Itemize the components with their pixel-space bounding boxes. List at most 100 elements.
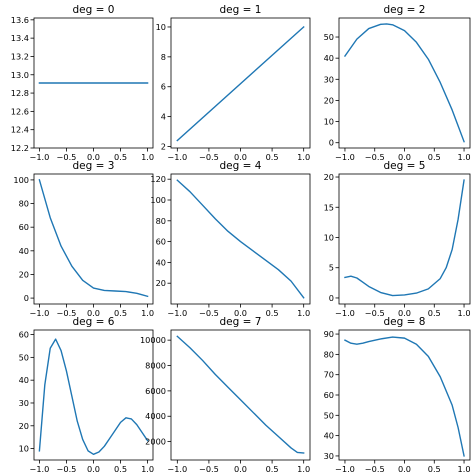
x-tick-label: 0.0 [234, 308, 247, 318]
y-tick: 60 [19, 330, 34, 340]
x-tick: −0.5 [365, 304, 385, 318]
x-tick-label: −0.5 [365, 308, 385, 318]
x-tick-label: 0.0 [87, 464, 100, 474]
y-tick-label: 40 [156, 257, 166, 267]
y-tick: 40 [324, 431, 339, 441]
series-line [176, 335, 305, 454]
x-tick: 0.5 [428, 304, 441, 318]
x-tick: 0.0 [398, 148, 411, 162]
series-line [176, 179, 305, 299]
x-tick-label: 0.0 [398, 464, 411, 474]
x-tick-label: 1.0 [141, 152, 154, 162]
x-tick: 0.5 [266, 460, 279, 474]
axes-frame [338, 173, 471, 305]
y-tick-label: 20 [19, 269, 29, 279]
y-tick: 20 [156, 278, 171, 288]
y-tick-label: 0 [329, 293, 334, 303]
x-tick: 0.0 [87, 148, 100, 162]
y-tick-label: 4 [161, 112, 166, 122]
y-tick: 13.0 [11, 70, 34, 80]
y-tick: 0 [329, 138, 339, 148]
x-tick: 1.0 [458, 304, 471, 318]
x-tick: −1.0 [335, 304, 355, 318]
x-tick: −1.0 [335, 148, 355, 162]
x-tick-label: 0.0 [87, 308, 100, 318]
x-tick-label: 0.5 [266, 152, 279, 162]
y-tick: 70 [324, 370, 339, 380]
y-tick-label: 40 [19, 375, 29, 385]
y-tick-label: 90 [324, 329, 334, 339]
x-tick-label: 0.5 [428, 308, 441, 318]
x-tick: −0.5 [365, 460, 385, 474]
y-tick-label: 60 [324, 390, 334, 400]
y-tick-label: 12.4 [11, 125, 29, 135]
x-tick: −1.0 [167, 304, 187, 318]
x-tick: 0.0 [87, 304, 100, 318]
y-tick-label: 2000 [145, 437, 166, 447]
y-tick-label: 60 [19, 222, 29, 232]
y-tick: 100 [13, 175, 34, 185]
x-tick-label: −1.0 [29, 464, 49, 474]
y-tick: 2000 [145, 437, 171, 447]
y-tick-label: 12.6 [11, 106, 29, 116]
x-tick-label: −1.0 [29, 308, 49, 318]
y-tick: 4000 [145, 411, 171, 421]
subplot-title: deg = 0 [73, 4, 115, 16]
x-tick-label: 1.0 [297, 464, 310, 474]
x-tick-label: 0.0 [234, 464, 247, 474]
y-tick: 30 [324, 74, 339, 84]
x-tick: −1.0 [167, 460, 187, 474]
x-tick-label: −0.5 [365, 152, 385, 162]
subplot-title: deg = 6 [73, 316, 115, 328]
series-line [344, 336, 465, 457]
x-tick: −0.5 [57, 460, 76, 474]
y-tick-label: 20 [19, 421, 29, 431]
y-tick-label: 10 [156, 22, 166, 32]
x-tick: −1.0 [167, 148, 187, 162]
x-tick-label: 0.0 [398, 152, 411, 162]
y-tick: 0 [329, 293, 339, 303]
x-tick: 1.0 [297, 460, 310, 474]
x-tick-label: −1.0 [335, 152, 355, 162]
axes-frame [33, 329, 154, 461]
x-tick: 0.0 [398, 304, 411, 318]
y-tick-label: 60 [19, 330, 29, 340]
y-tick-label: 20 [324, 172, 334, 182]
y-tick: 50 [324, 410, 339, 420]
x-tick: 1.0 [297, 304, 310, 318]
y-tick: 10 [19, 444, 34, 454]
x-tick: 0.5 [428, 148, 441, 162]
axes-frame [33, 173, 154, 305]
y-tick-label: 80 [156, 216, 166, 226]
x-tick-label: 1.0 [458, 152, 471, 162]
x-tick: 0.0 [234, 148, 247, 162]
x-tick-label: 0.5 [428, 464, 441, 474]
y-tick-label: 13.0 [11, 70, 29, 80]
x-tick: −0.5 [365, 148, 385, 162]
y-tick-label: 0 [24, 293, 29, 303]
y-tick-label: 20 [324, 95, 334, 105]
series-line [344, 179, 465, 297]
y-tick: 80 [156, 216, 171, 226]
y-tick: 6 [161, 82, 171, 92]
y-tick-label: 10 [19, 444, 29, 454]
y-tick: 120 [150, 174, 171, 184]
y-tick: 6000 [145, 386, 171, 396]
subplot-1: deg = 1 −1.0 −0.5 0.0 0.5 1.0 2 4 6 8 10 [156, 4, 311, 162]
y-tick: 50 [324, 32, 339, 42]
x-tick-label: 1.0 [458, 308, 471, 318]
x-tick-label: 1.0 [458, 464, 471, 474]
x-tick-label: 1.0 [141, 464, 154, 474]
y-tick-label: 100 [150, 195, 166, 205]
subplot-2: deg = 2 −1.0 −0.5 0.0 0.5 1.0 0 10 20 30 40 50 [324, 4, 471, 162]
x-tick-label: 0.5 [266, 464, 279, 474]
x-tick: −1.0 [335, 460, 355, 474]
y-tick: 13.4 [11, 33, 34, 43]
x-tick-label: 0.0 [234, 152, 247, 162]
x-tick: 0.5 [114, 460, 127, 474]
x-tick: −1.0 [29, 148, 49, 162]
x-tick: 1.0 [141, 304, 154, 318]
y-tick: 8000 [145, 361, 171, 371]
subplot-4: deg = 4 −1.0 −0.5 0.0 0.5 1.0 20 40 60 80 100 120 [150, 160, 311, 318]
y-tick: 0 [24, 293, 34, 303]
